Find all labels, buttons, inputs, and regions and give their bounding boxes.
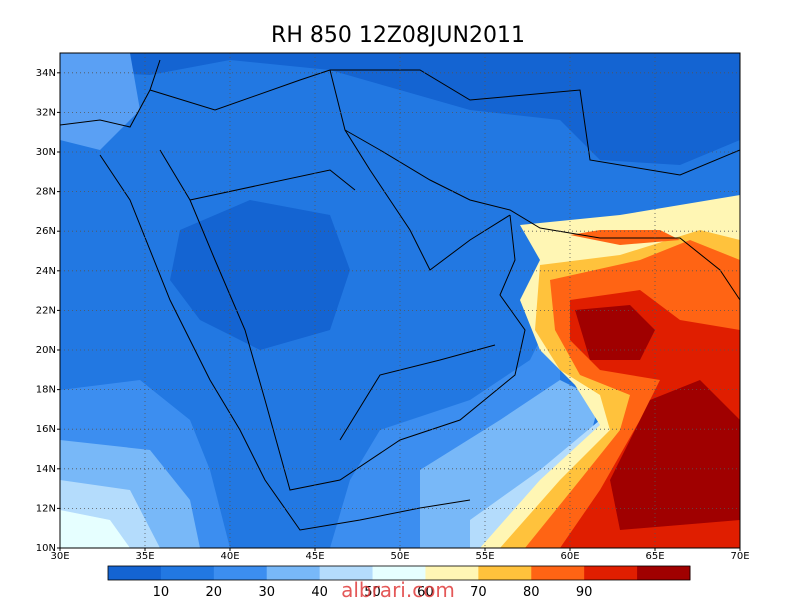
lat-label: 28N [36, 187, 56, 198]
axis-labels: 30E 35E 40E 45E 50E 55E 60E 65E 70E 10N 12N 14N 16N 1… [36, 68, 750, 562]
lon-label: 35E [135, 551, 154, 562]
colorbar-label: 60 [417, 585, 434, 600]
lat-label: 30N [36, 147, 56, 158]
lat-label: 12N [36, 503, 56, 514]
lat-label: 20N [36, 345, 56, 356]
watermark: albrari.com [341, 578, 455, 600]
lon-label: 55E [475, 551, 494, 562]
lat-label: 16N [36, 424, 56, 435]
lat-label: 14N [36, 464, 56, 475]
colorbar-swatch [266, 566, 321, 580]
colorbar-swatch [584, 566, 638, 580]
colorbar-swatch [213, 566, 268, 580]
lat-label: 24N [36, 266, 56, 277]
colorbar-swatch [372, 566, 426, 580]
lon-label: 70E [730, 551, 749, 562]
colorbar-swatch [425, 566, 479, 580]
colorbar-swatch [478, 566, 532, 580]
colorbar-label: 20 [206, 585, 223, 600]
lat-label: 34N [36, 68, 56, 79]
colorbar-swatch [319, 566, 374, 580]
colorbar-swatch [637, 566, 691, 580]
lat-label: 10N [36, 543, 56, 554]
lon-label: 65E [645, 551, 664, 562]
colorbar-swatch [160, 566, 215, 580]
lon-label: 30E [50, 551, 69, 562]
colorbar-swatch [531, 566, 585, 580]
title: RH 850 12Z08JUN2011 [271, 23, 525, 48]
colorbar-swatch [108, 566, 162, 580]
colorbar-label: 80 [523, 585, 540, 600]
rh-field [60, 53, 740, 548]
lon-label: 40E [220, 551, 239, 562]
lon-label: 50E [390, 551, 409, 562]
colorbar: 10 20 30 40 50 60 70 80 90 [107, 565, 691, 600]
colorbar-label: 50 [364, 585, 381, 600]
colorbar-label: 40 [311, 585, 328, 600]
lat-label: 32N [36, 107, 56, 118]
lon-label: 60E [560, 551, 579, 562]
colorbar-label: 10 [153, 585, 170, 600]
colorbar-label: 70 [470, 585, 487, 600]
colorbar-frame [107, 565, 691, 581]
colorbar-label: 90 [576, 585, 593, 600]
lat-label: 18N [36, 385, 56, 396]
graticule [60, 53, 740, 548]
colorbar-label: 30 [258, 585, 275, 600]
lat-label: 26N [36, 226, 56, 237]
lat-label: 22N [36, 305, 56, 316]
lon-label: 45E [305, 551, 324, 562]
